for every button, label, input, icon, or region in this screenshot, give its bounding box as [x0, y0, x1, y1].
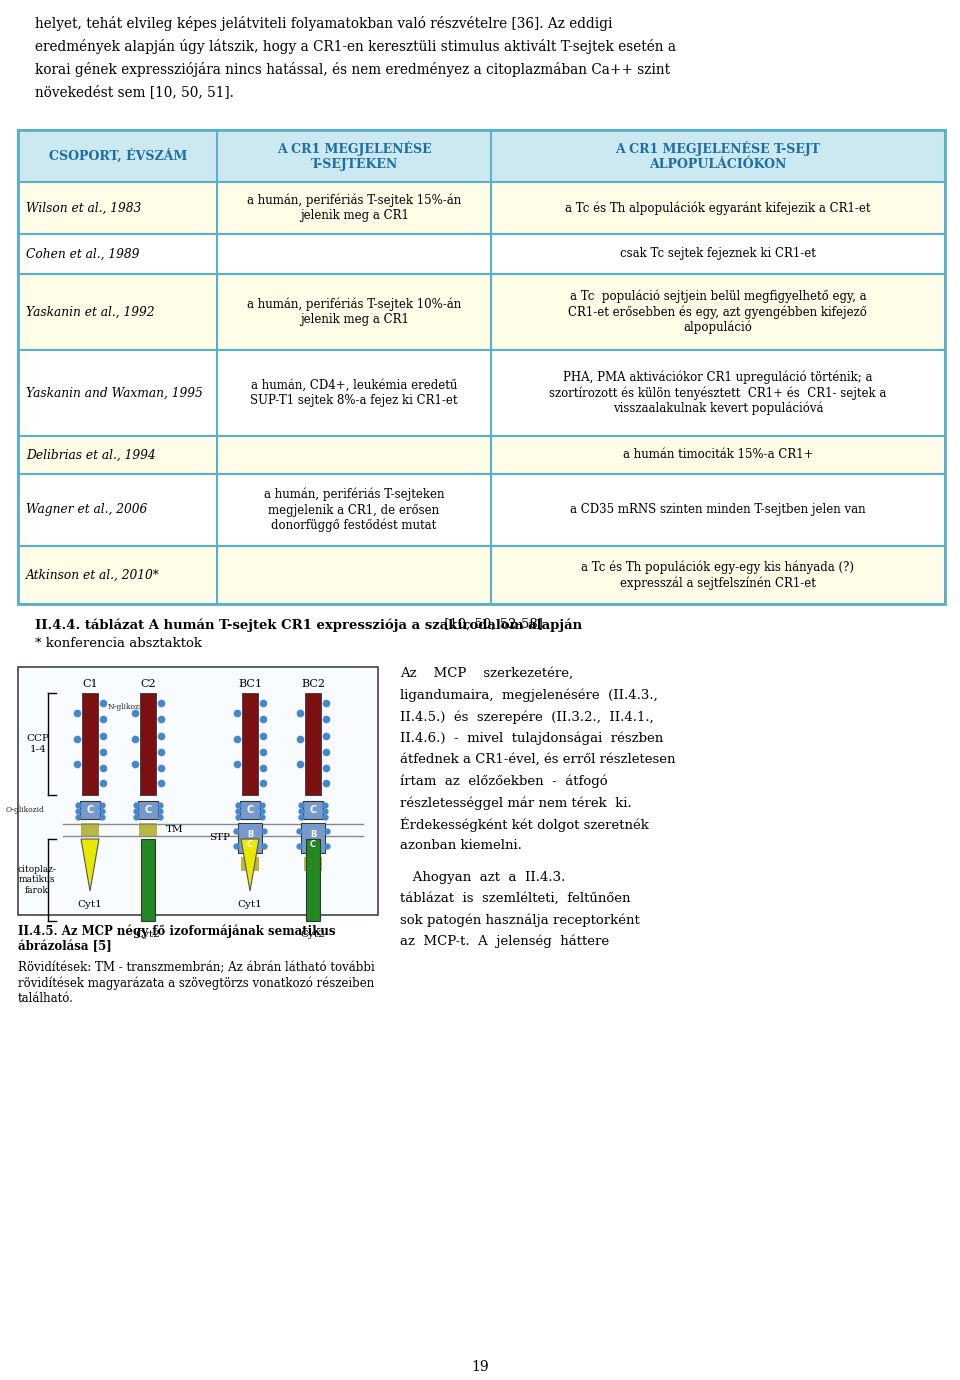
Bar	[241, 857, 259, 871]
Text: BC1: BC1	[238, 679, 262, 689]
Text: Érdekességként két dolgot szeretnék: Érdekességként két dolgot szeretnék	[400, 817, 649, 832]
Bar	[18, 667, 378, 915]
Text: CCP
1-4: CCP 1-4	[27, 734, 49, 753]
Text: II.4.5. Az MCP négy fő izoformájának sematikus
ábrázolása [5]: II.4.5. Az MCP négy fő izoformájának sem…	[18, 925, 335, 954]
Text: Ahogyan  azt  a  II.4.3.: Ahogyan azt a II.4.3.	[400, 871, 565, 883]
Text: csak Tc sejtek fejeznek ki CR1-et: csak Tc sejtek fejeznek ki CR1-et	[620, 247, 816, 261]
Text: azonban kiemelni.: azonban kiemelni.	[400, 839, 522, 851]
Bar	[80, 800, 100, 818]
Text: * konferencia absztaktok: * konferencia absztaktok	[35, 638, 202, 650]
Text: B: B	[310, 829, 316, 839]
Text: a humán, perifériás T-sejtek 10%-án
jelenik meg a CR1: a humán, perifériás T-sejtek 10%-án jele…	[247, 298, 461, 326]
Bar	[18, 436, 945, 473]
Text: C: C	[309, 805, 317, 816]
Text: PHA, PMA aktivációkor CR1 upreguláció történik; a
szortírozott és külön tenyészt: PHA, PMA aktivációkor CR1 upreguláció tö…	[549, 371, 887, 415]
Bar	[81, 822, 99, 838]
Text: az  MCP-t.  A  jelenség  háttere: az MCP-t. A jelenség háttere	[400, 936, 610, 948]
Text: eredmények alapján úgy látszik, hogy a CR1-en keresztüli stimulus aktivált T-sej: eredmények alapján úgy látszik, hogy a C…	[35, 39, 676, 54]
Text: [10, 50, 52-58]: [10, 50, 52-58]	[440, 618, 543, 631]
Bar	[305, 693, 321, 795]
Text: Atkinson et al., 2010*: Atkinson et al., 2010*	[26, 569, 160, 581]
Text: Cyt1: Cyt1	[78, 900, 103, 909]
Text: átfednek a CR1-ével, és erről részletesen: átfednek a CR1-ével, és erről részletese…	[400, 753, 676, 766]
Text: Cyt2: Cyt2	[300, 930, 325, 938]
Bar	[138, 800, 158, 818]
Bar	[301, 822, 325, 853]
Text: a Tc  populáció sejtjein belül megfigyelhető egy, a
CR1-et erősebben és egy, azt: a Tc populáció sejtjein belül megfigyelh…	[568, 290, 867, 334]
Text: a humán, CD4+, leukémia eredetű
SUP-T1 sejtek 8%-a fejez ki CR1-et: a humán, CD4+, leukémia eredetű SUP-T1 s…	[251, 380, 458, 407]
Text: BC2: BC2	[301, 679, 325, 689]
Bar	[18, 275, 945, 351]
Text: korai gének expressziójára nincs hatással, és nem eredményez a citoplazmában Ca+: korai gének expressziójára nincs hatássa…	[35, 62, 670, 77]
Text: Cyt1: Cyt1	[238, 900, 262, 909]
Text: N-glikozid: N-glikozid	[108, 702, 147, 711]
Text: a Tc és Th populációk egy-egy kis hányada (?)
expresszál a sejtfelszínén CR1-et: a Tc és Th populációk egy-egy kis hányad…	[582, 560, 854, 589]
Text: II.4.6.)  -  mivel  tulajdonságai  részben: II.4.6.) - mivel tulajdonságai részben	[400, 731, 663, 745]
Bar	[18, 182, 945, 235]
Bar	[18, 235, 945, 275]
Text: a CD35 mRNS szinten minden T-sejtben jelen van: a CD35 mRNS szinten minden T-sejtben jel…	[570, 504, 866, 516]
Text: táblázat  is  szemlélteti,  feltűnően: táblázat is szemlélteti, feltűnően	[400, 891, 631, 905]
Text: CSOPORT, ÉVSZÁM: CSOPORT, ÉVSZÁM	[49, 149, 187, 163]
Bar	[303, 800, 323, 818]
Text: B: B	[247, 829, 253, 839]
Text: STP: STP	[209, 834, 230, 843]
Text: C1: C1	[83, 679, 98, 689]
Text: Cohen et al., 1989: Cohen et al., 1989	[26, 247, 139, 261]
Text: Yaskanin et al., 1992: Yaskanin et al., 1992	[26, 305, 155, 319]
Text: TM: TM	[166, 825, 183, 835]
Text: C: C	[86, 805, 94, 816]
Text: O-glikozid: O-glikozid	[5, 806, 44, 814]
Text: Delibrias et al., 1994: Delibrias et al., 1994	[26, 448, 156, 461]
Text: a humán timociták 15%-a CR1+: a humán timociták 15%-a CR1+	[623, 448, 813, 461]
Text: részletességgel már nem térek  ki.: részletességgel már nem térek ki.	[400, 796, 632, 810]
Text: II.4.5.)  és  szerepére  (II.3.2.,  II.4.1.,: II.4.5.) és szerepére (II.3.2., II.4.1.,	[400, 709, 654, 723]
Text: Cyt2: Cyt2	[135, 930, 160, 938]
Text: C: C	[247, 805, 253, 816]
Bar	[240, 800, 260, 818]
Text: II.4.4. táblázat A humán T-sejtek CR1 expressziója a szakirodalom alapján: II.4.4. táblázat A humán T-sejtek CR1 ex…	[35, 618, 582, 632]
Bar	[82, 693, 98, 795]
Bar	[238, 822, 262, 853]
Bar	[306, 839, 320, 920]
Text: sok patogén használja receptorként: sok patogén használja receptorként	[400, 914, 639, 927]
Text: a humán, perifériás T-sejtek 15%-án
jelenik meg a CR1: a humán, perifériás T-sejtek 15%-án jele…	[247, 193, 461, 222]
Text: helyet, tehát elvileg képes jelátviteli folyamatokban való részvételre [36]. Az : helyet, tehát elvileg képes jelátviteli …	[35, 17, 612, 30]
Text: C2: C2	[140, 679, 156, 689]
Polygon shape	[81, 839, 99, 891]
Bar	[140, 693, 156, 795]
Bar	[139, 822, 157, 838]
Text: a humán, perifériás T-sejteken
megjelenik a CR1, de erősen
donorfüggő festődést : a humán, perifériás T-sejteken megjeleni…	[264, 489, 444, 533]
Text: a Tc és Th alpopulációk egyaránt kifejezik a CR1-et: a Tc és Th alpopulációk egyaránt kifejez…	[565, 201, 871, 215]
Bar	[242, 693, 258, 795]
Text: Rövidítések: TM - transzmembrán; Az ábrán látható további
rövidítések magyarázat: Rövidítések: TM - transzmembrán; Az ábrá…	[18, 960, 374, 1005]
Bar	[18, 351, 945, 436]
Text: citoplaz-
matikus
farok: citoplaz- matikus farok	[17, 865, 57, 894]
Text: 19: 19	[471, 1361, 489, 1374]
Text: Yaskanin and Waxman, 1995: Yaskanin and Waxman, 1995	[26, 386, 203, 399]
Text: Wilson et al., 1983: Wilson et al., 1983	[26, 201, 141, 214]
Bar	[141, 839, 155, 920]
Text: növekedést sem [10, 50, 51].: növekedést sem [10, 50, 51].	[35, 86, 234, 99]
Text: C: C	[310, 840, 316, 849]
Text: C: C	[144, 805, 152, 816]
Text: ligandumaira,  megjelenésére  (II.4.3.,: ligandumaira, megjelenésére (II.4.3.,	[400, 689, 658, 702]
Text: Az    MCP    szerkezetére,: Az MCP szerkezetére,	[400, 667, 573, 680]
Text: A CR1 MEGJELENÉSE T-SEJT
ALPOPULÁCIÓKON: A CR1 MEGJELENÉSE T-SEJT ALPOPULÁCIÓKON	[615, 141, 821, 171]
Polygon shape	[241, 839, 259, 891]
Bar	[18, 130, 945, 604]
Bar	[18, 546, 945, 604]
Bar	[18, 473, 945, 546]
Bar	[304, 857, 322, 871]
Text: C: C	[247, 840, 253, 849]
Text: írtam  az  előzőekben  -  átfogó: írtam az előzőekben - átfogó	[400, 774, 608, 788]
Text: Wagner et al., 2006: Wagner et al., 2006	[26, 504, 147, 516]
Bar	[18, 130, 945, 182]
Text: A CR1 MEGJELENÉSE
T-SEJTEKEN: A CR1 MEGJELENÉSE T-SEJTEKEN	[276, 141, 431, 171]
